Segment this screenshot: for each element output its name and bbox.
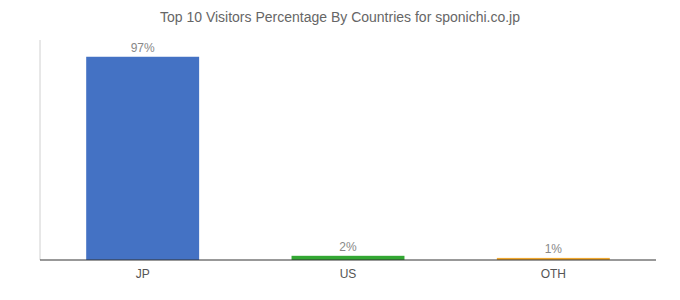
chart-container: Top 10 Visitors Percentage By Countries …	[0, 0, 680, 300]
x-tick-label: OTH	[541, 267, 566, 281]
x-tick-label: JP	[136, 267, 150, 281]
x-axis-line	[40, 260, 656, 261]
x-tick-label: US	[340, 267, 357, 281]
data-label: 1%	[545, 242, 563, 256]
title: Top 10 Visitors Percentage By Countries …	[160, 9, 520, 25]
y-axis-line	[40, 40, 41, 260]
bar	[86, 57, 199, 260]
data-label: 2%	[339, 240, 357, 254]
bar	[292, 256, 405, 260]
data-label: 97%	[131, 41, 155, 55]
bars	[86, 57, 610, 260]
chart: Top 10 Visitors Percentage By Countries …	[0, 0, 680, 300]
